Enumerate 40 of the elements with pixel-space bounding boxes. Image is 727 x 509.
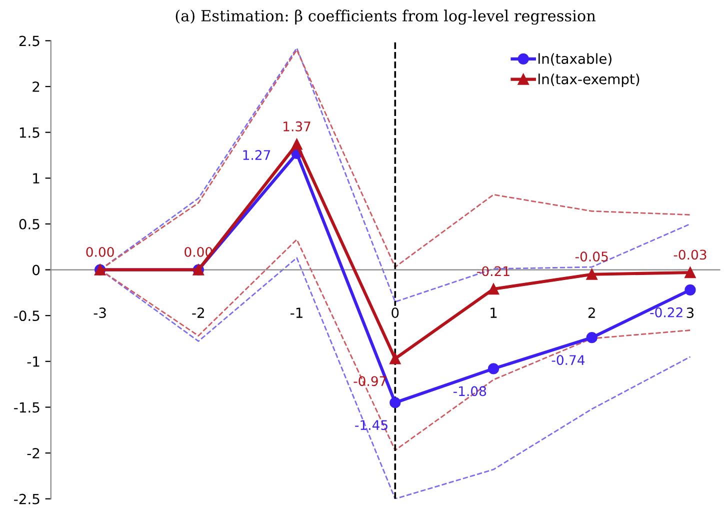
x-tick-label: 1 xyxy=(490,308,497,318)
data-label: -0.22 xyxy=(650,307,682,318)
x-tick-label: 3 xyxy=(686,308,694,318)
data-label: 1.27 xyxy=(243,150,270,160)
x-tick-label: 0 xyxy=(392,308,399,318)
y-tick-label: 0.5 xyxy=(19,218,40,230)
x-tick-label: -1 xyxy=(290,308,302,318)
point xyxy=(684,266,696,278)
data-label: -0.21 xyxy=(477,266,510,276)
y-tick-label: -2.5 xyxy=(14,494,40,504)
y-tick-label: 1.5 xyxy=(20,127,40,138)
data-label: -0.05 xyxy=(575,252,608,262)
data-label: -0.74 xyxy=(552,355,585,366)
legend-label: ln(tax-exempt) xyxy=(538,74,640,88)
data-label: 0.00 xyxy=(86,246,114,257)
data-label: -1.08 xyxy=(453,386,486,396)
point xyxy=(291,138,302,150)
point xyxy=(488,283,500,295)
legend-label: ln(taxable) xyxy=(538,53,612,66)
x-tick-label: -3 xyxy=(94,308,106,318)
y-tick-label: -2 xyxy=(27,448,40,458)
y-tick-label: -0.5 xyxy=(14,310,40,322)
y-tick-label: 0 xyxy=(32,264,40,276)
x-tick-label: -2 xyxy=(192,308,204,318)
y-tick-label: 1 xyxy=(33,173,40,184)
point xyxy=(390,397,401,408)
point xyxy=(488,363,500,374)
point xyxy=(684,284,696,296)
y-tick-label: 2 xyxy=(32,82,40,92)
y-tick-label: -1 xyxy=(27,356,40,367)
data-label: -0.03 xyxy=(674,250,706,260)
y-tick-label: -1.5 xyxy=(14,402,40,413)
point xyxy=(390,353,401,364)
y-tick-label: 2.5 xyxy=(19,36,40,46)
data-label: 1.37 xyxy=(284,121,310,132)
point xyxy=(586,332,598,344)
point xyxy=(586,268,598,280)
x-tick-label: 2 xyxy=(588,308,595,318)
data-label: -1.45 xyxy=(355,420,388,430)
chart-title: (a) Estimation: β coefficients from log-level regression xyxy=(176,10,596,25)
